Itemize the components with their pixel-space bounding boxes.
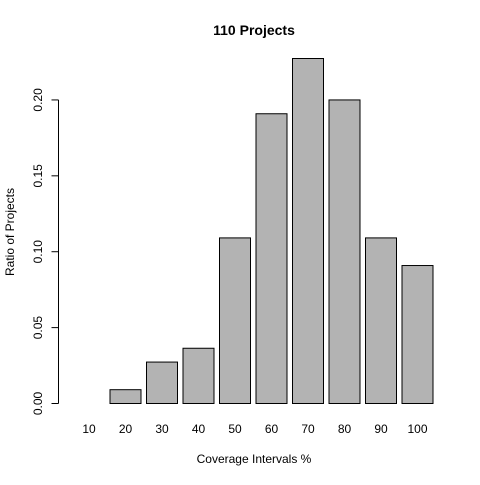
bar-20	[109, 389, 142, 405]
y-tick-label: 0.05	[31, 316, 45, 340]
x-tick-label: 40	[192, 422, 206, 436]
bar-60	[255, 113, 288, 405]
y-tick-label: 0.15	[31, 164, 45, 188]
x-tick-labels: 10 20 30 40 50 60 70 80 90 100	[82, 422, 428, 436]
x-tick-label: 70	[301, 422, 315, 436]
x-axis-title: Coverage Intervals %	[197, 452, 312, 466]
x-tick-label: 90	[374, 422, 388, 436]
x-tick-label: 100	[407, 422, 427, 436]
bar-70	[292, 58, 324, 404]
bar-30	[146, 361, 178, 404]
bar-90	[365, 237, 397, 404]
x-tick-label: 60	[265, 422, 279, 436]
y-axis: 0.00 0.05 0.10 0.15 0.20	[31, 88, 59, 415]
y-tick-label: 0.00	[31, 391, 45, 415]
y-tick-label: 0.10	[31, 240, 45, 264]
y-axis-title: Ratio of Projects	[3, 188, 17, 276]
x-tick-label: 50	[228, 422, 242, 436]
bars-group	[109, 58, 434, 405]
bar-80	[328, 99, 361, 404]
bar-40	[182, 347, 215, 405]
x-tick-label: 10	[82, 422, 96, 436]
y-tick-label: 0.20	[31, 88, 45, 112]
chart-title: 110 Projects	[213, 22, 295, 38]
x-tick-label: 30	[155, 422, 169, 436]
bar-50	[219, 237, 251, 404]
x-tick-label: 20	[119, 422, 133, 436]
x-tick-label: 80	[338, 422, 352, 436]
bar-100	[401, 265, 434, 405]
